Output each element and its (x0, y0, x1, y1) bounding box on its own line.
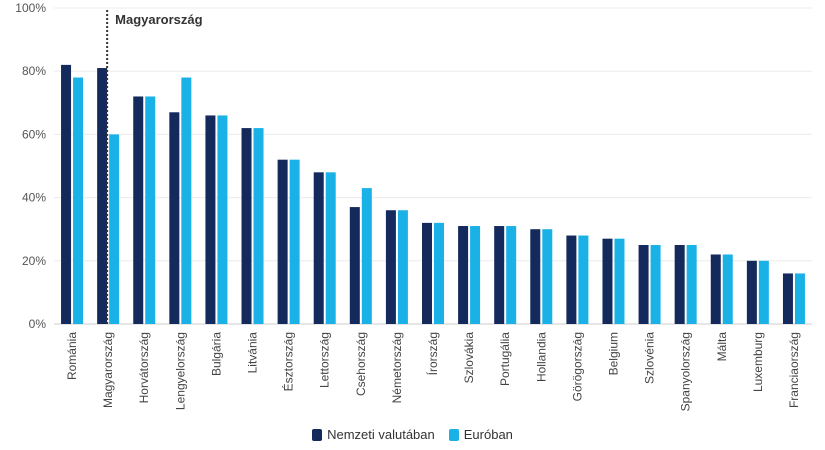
bar-national[interactable] (710, 254, 721, 324)
x-tick-label: Franciaország (787, 332, 801, 408)
x-tick-label: Belgium (606, 332, 620, 375)
bar-national[interactable] (458, 226, 469, 324)
y-tick-label: 0% (29, 317, 47, 331)
bar-national[interactable] (313, 172, 324, 324)
bar-national[interactable] (97, 68, 108, 324)
legend: Nemzeti valutában Euróban (0, 427, 825, 442)
x-tick-label: Lettország (318, 332, 332, 388)
bar-euro[interactable] (794, 273, 805, 324)
x-tick-label: Írország (425, 332, 440, 375)
x-tick-label: Szlovákia (462, 332, 476, 384)
bar-national[interactable] (385, 210, 396, 324)
bar-euro[interactable] (289, 159, 300, 324)
bar-national[interactable] (422, 222, 432, 324)
bar-layer (61, 64, 805, 325)
bar-national[interactable] (205, 115, 216, 324)
bar-euro[interactable] (253, 128, 264, 324)
bar-chart: Magyarország 0% 20% 40% 60% 80% 100% Románia Ma… (15, 1, 812, 411)
bar-euro[interactable] (325, 172, 336, 324)
bar-national[interactable] (169, 112, 180, 324)
x-tick-label: Románia (65, 332, 79, 380)
bar-euro[interactable] (145, 96, 156, 324)
y-tick-label: 60% (22, 127, 46, 141)
bar-national[interactable] (746, 260, 757, 324)
legend-swatch-national (312, 428, 323, 441)
bar-euro[interactable] (470, 226, 481, 324)
y-tick-label: 20% (22, 254, 46, 268)
bar-national[interactable] (241, 128, 252, 324)
y-tick-label: 40% (22, 191, 46, 205)
bar-euro[interactable] (217, 115, 228, 324)
bar-national[interactable] (133, 96, 144, 324)
x-tick-label: Görögország (570, 332, 584, 401)
bar-euro[interactable] (650, 245, 661, 324)
bar-euro[interactable] (434, 222, 444, 324)
y-tick-label: 80% (22, 64, 46, 78)
annotation-label: Magyarország (115, 12, 202, 27)
bar-euro[interactable] (181, 77, 192, 325)
bar-euro[interactable] (614, 238, 625, 324)
x-tick-label: Észtország (281, 332, 296, 391)
bar-euro[interactable] (578, 235, 589, 324)
bar-euro[interactable] (397, 210, 408, 324)
legend-swatch-euro (448, 428, 459, 441)
bar-national[interactable] (277, 159, 288, 324)
x-tick-label: Luxemburg (751, 332, 765, 392)
x-tick-label: Lengyelország (173, 332, 187, 410)
legend-item-national[interactable]: Nemzeti valutában (312, 427, 435, 442)
y-tick-label: 100% (15, 1, 46, 15)
bar-euro[interactable] (758, 260, 769, 324)
x-tick-label: Csehország (354, 332, 368, 396)
bar-national[interactable] (566, 235, 577, 324)
legend-label-national: Nemzeti valutában (327, 427, 435, 442)
legend-label-euro: Euróban (463, 427, 513, 442)
bar-national[interactable] (638, 245, 649, 324)
x-tick-label: Spanyolország (679, 332, 693, 411)
x-tick-label: Szlovénia (643, 332, 657, 384)
bar-national[interactable] (530, 229, 541, 324)
bar-euro[interactable] (361, 188, 372, 324)
x-tick-label: Németország (390, 332, 404, 403)
x-tick-label: Horvátország (137, 332, 151, 403)
bar-national[interactable] (674, 245, 685, 324)
bar-euro[interactable] (542, 229, 553, 324)
bar-euro[interactable] (686, 245, 697, 324)
x-tick-label: Hollandia (534, 332, 548, 382)
bar-national[interactable] (349, 207, 360, 324)
bar-euro[interactable] (73, 77, 84, 325)
x-tick-label: Bulgária (209, 332, 223, 376)
bar-euro[interactable] (109, 134, 120, 324)
x-tick-label: Portugália (498, 332, 512, 386)
bar-national[interactable] (782, 273, 793, 324)
bar-euro[interactable] (722, 254, 733, 324)
bar-euro[interactable] (506, 226, 517, 324)
bar-national[interactable] (494, 226, 505, 324)
x-tick-label: Litvánia (246, 332, 260, 374)
grid-layer (54, 7, 812, 325)
label-layer: 0% 20% 40% 60% 80% 100% Románia Magyarország Hor… (15, 1, 801, 411)
legend-item-euro[interactable]: Euróban (448, 427, 513, 442)
bar-national[interactable] (602, 238, 613, 324)
bar-national[interactable] (61, 64, 72, 324)
x-tick-label: Magyarország (101, 332, 115, 408)
annotation-layer: Magyarország (106, 10, 203, 324)
x-tick-label: Málta (715, 332, 729, 362)
